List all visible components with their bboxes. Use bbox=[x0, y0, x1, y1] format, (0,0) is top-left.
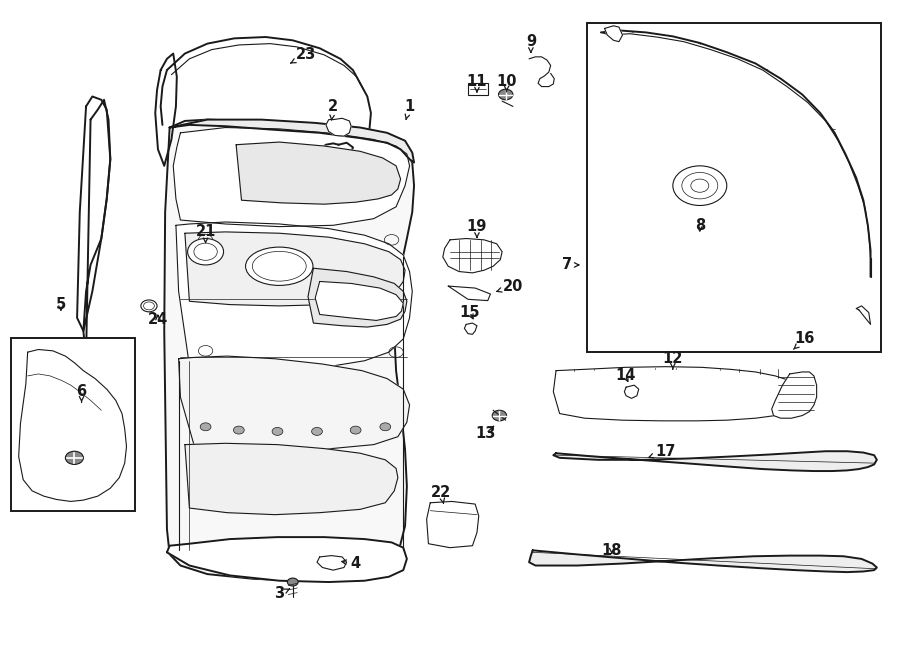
Text: 20: 20 bbox=[497, 279, 523, 293]
Text: 14: 14 bbox=[615, 369, 635, 383]
Circle shape bbox=[350, 426, 361, 434]
Polygon shape bbox=[84, 100, 111, 357]
Polygon shape bbox=[317, 555, 346, 570]
Polygon shape bbox=[308, 268, 407, 327]
Text: 23: 23 bbox=[291, 48, 316, 63]
Polygon shape bbox=[464, 323, 477, 334]
Polygon shape bbox=[184, 444, 398, 514]
Polygon shape bbox=[443, 238, 502, 273]
Circle shape bbox=[492, 410, 507, 421]
Ellipse shape bbox=[246, 247, 313, 285]
Text: 5: 5 bbox=[56, 297, 66, 312]
Polygon shape bbox=[554, 451, 877, 471]
Polygon shape bbox=[320, 143, 353, 165]
Polygon shape bbox=[77, 97, 111, 331]
Polygon shape bbox=[625, 385, 639, 399]
Circle shape bbox=[233, 426, 244, 434]
Text: 10: 10 bbox=[497, 73, 517, 91]
Polygon shape bbox=[178, 356, 410, 450]
Text: 24: 24 bbox=[148, 312, 168, 326]
Text: 15: 15 bbox=[460, 305, 480, 320]
Text: 8: 8 bbox=[695, 218, 705, 233]
Polygon shape bbox=[164, 120, 414, 581]
Text: 9: 9 bbox=[526, 34, 536, 52]
Text: 2: 2 bbox=[328, 99, 338, 120]
Text: 4: 4 bbox=[342, 556, 361, 571]
Circle shape bbox=[287, 578, 298, 586]
Bar bbox=[468, 83, 488, 95]
Polygon shape bbox=[448, 286, 490, 301]
Polygon shape bbox=[326, 118, 351, 136]
Text: 13: 13 bbox=[476, 426, 496, 441]
Polygon shape bbox=[529, 550, 877, 572]
Text: 21: 21 bbox=[195, 224, 216, 243]
Text: 3: 3 bbox=[274, 587, 290, 601]
Polygon shape bbox=[315, 281, 403, 320]
Text: 7: 7 bbox=[562, 258, 579, 273]
Polygon shape bbox=[236, 142, 400, 204]
Text: 11: 11 bbox=[467, 73, 487, 92]
Text: 18: 18 bbox=[601, 543, 622, 558]
Polygon shape bbox=[856, 306, 870, 324]
Polygon shape bbox=[173, 128, 410, 226]
Circle shape bbox=[66, 451, 84, 465]
Text: 16: 16 bbox=[794, 332, 815, 350]
Text: 19: 19 bbox=[467, 219, 487, 238]
Text: 6: 6 bbox=[76, 384, 86, 402]
Circle shape bbox=[200, 423, 211, 431]
Polygon shape bbox=[176, 222, 412, 371]
Circle shape bbox=[187, 238, 223, 265]
Circle shape bbox=[272, 428, 283, 436]
Polygon shape bbox=[156, 54, 176, 166]
Circle shape bbox=[499, 89, 513, 100]
Circle shape bbox=[141, 300, 158, 312]
Text: 22: 22 bbox=[431, 485, 451, 503]
Circle shape bbox=[673, 166, 727, 205]
Polygon shape bbox=[771, 372, 816, 418]
Polygon shape bbox=[554, 367, 802, 421]
Text: 12: 12 bbox=[662, 352, 683, 369]
Bar bbox=[587, 23, 881, 352]
Polygon shape bbox=[166, 537, 407, 582]
Text: 1: 1 bbox=[404, 99, 415, 120]
Polygon shape bbox=[427, 501, 479, 547]
Polygon shape bbox=[169, 120, 414, 163]
Text: 17: 17 bbox=[649, 444, 676, 459]
Bar bbox=[12, 338, 136, 510]
Polygon shape bbox=[184, 232, 405, 306]
Circle shape bbox=[311, 428, 322, 436]
Circle shape bbox=[380, 423, 391, 431]
Polygon shape bbox=[605, 26, 623, 42]
Polygon shape bbox=[19, 350, 127, 501]
